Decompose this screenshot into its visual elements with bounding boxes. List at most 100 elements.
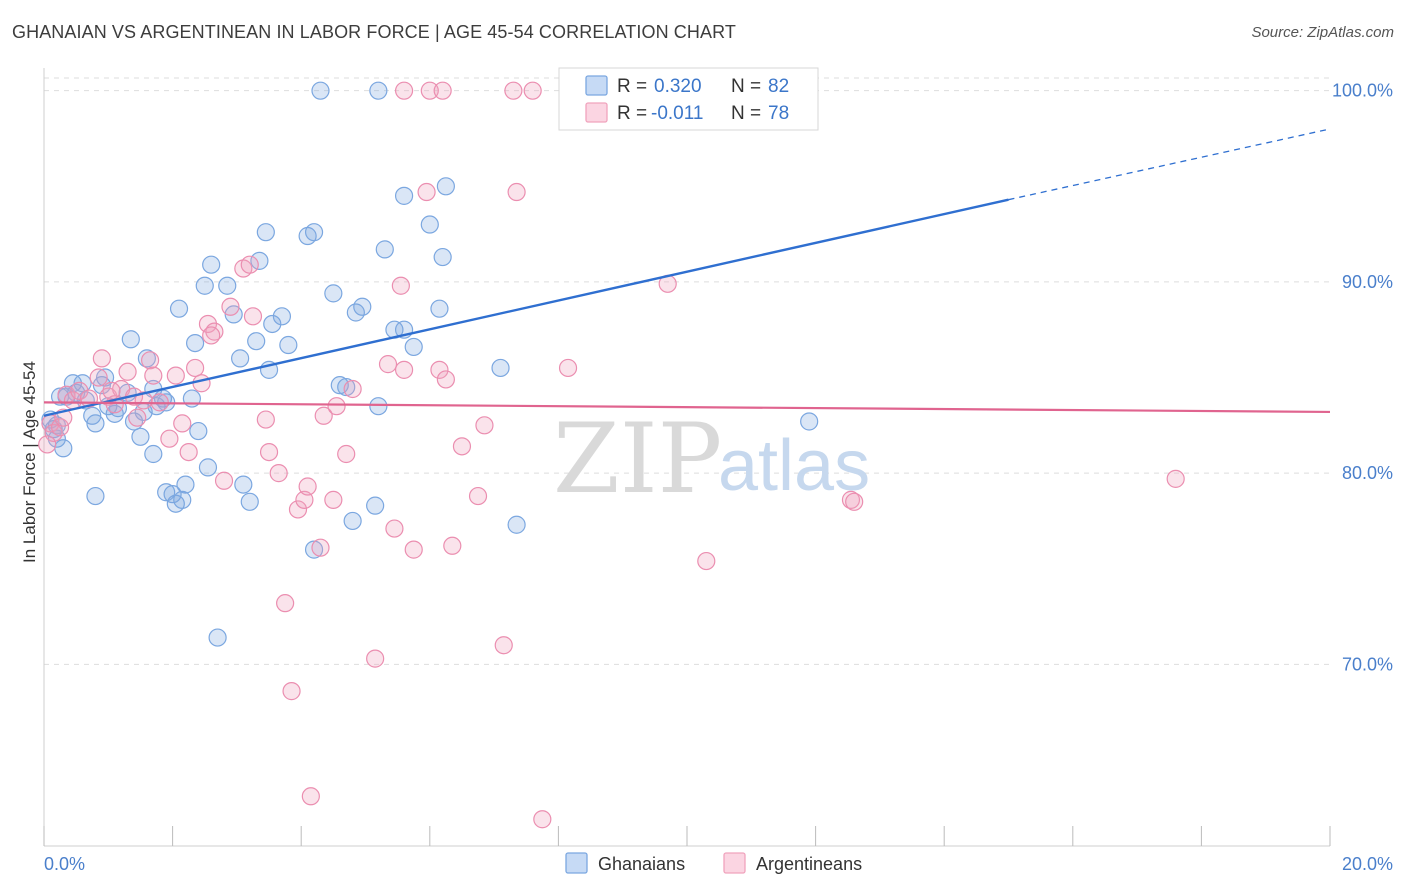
ghanaian-point-49 — [263, 314, 282, 334]
argentinean-point-58 — [494, 636, 513, 655]
legend-n-label-2: N = — [731, 103, 761, 124]
ghanaian-point-62 — [369, 397, 388, 416]
argentinean-point-70 — [504, 81, 523, 100]
argentinean-point-57 — [475, 416, 494, 435]
ghanaian-point-77 — [86, 486, 105, 506]
argentinean-point-72 — [38, 435, 57, 454]
bottom-legend-label-ghanaians: Ghanaians — [598, 854, 685, 874]
ghanaian-point-2 — [47, 429, 66, 448]
argentinean-point-30 — [240, 255, 259, 274]
argentinean-point-17 — [144, 366, 163, 385]
argentinean-point-46 — [378, 355, 398, 374]
argentinean-point-37 — [295, 490, 314, 509]
argentinean-point-22 — [179, 442, 198, 462]
ghanaian-point-57 — [337, 377, 356, 397]
ghanaian-point-61 — [366, 496, 385, 515]
argentinean-point-69 — [433, 81, 452, 100]
argentinean-point-52 — [430, 360, 449, 379]
ghanaian-point-3 — [54, 439, 73, 458]
watermark-atlas: atlas — [718, 426, 870, 506]
ghanaian-trend-line — [43, 198, 1009, 417]
bottom-legend: Ghanaians Argentineans — [565, 852, 862, 874]
argentinean-point-47 — [385, 519, 404, 538]
ghanaian-point-51 — [279, 335, 298, 355]
argentinean-point-36 — [288, 500, 308, 519]
legend-n-value-2: 78 — [768, 103, 789, 124]
ghanaian-point-70 — [433, 247, 452, 267]
ghanaian-point-36 — [195, 276, 214, 295]
ghanaian-point-44 — [240, 492, 259, 511]
argentinean-point-77 — [298, 477, 317, 496]
argentinean-point-75 — [202, 326, 221, 345]
ghanaian-trend-extension — [1008, 128, 1331, 201]
ghanaian-point-78 — [144, 444, 163, 464]
y-axis-label: In Labor Force | Age 45-54 — [20, 361, 39, 563]
argentinean-point-53 — [436, 370, 455, 389]
argentinean-point-59 — [507, 182, 526, 202]
y-tick-label-0: 70.0% — [1342, 654, 1393, 674]
argentinean-point-54 — [443, 536, 462, 555]
ghanaian-point-76 — [369, 81, 388, 100]
ghanaian-point-50 — [272, 307, 292, 326]
argentinean-point-8 — [92, 349, 111, 368]
stats-legend: R = 0.320 N = 82 R = -0.011 N = 78 — [558, 67, 819, 131]
ghanaian-point-16 — [105, 404, 124, 423]
argentinean-point-55 — [452, 437, 472, 456]
ghanaian-point-43 — [234, 475, 253, 494]
legend-r-label-1: R = — [617, 76, 647, 97]
argentinean-point-56 — [468, 486, 488, 506]
watermark-zip: ZIP — [553, 403, 722, 515]
grid-lines — [44, 77, 1330, 665]
argentinean-point-42 — [327, 397, 346, 416]
ghanaian-point-32 — [176, 475, 195, 494]
argentinean-point-66 — [1166, 469, 1185, 488]
argentinean-point-61 — [558, 358, 578, 378]
ghanaian-point-60 — [353, 297, 372, 316]
argentinean-point-15 — [134, 391, 153, 410]
argentinean-point-14 — [128, 408, 147, 427]
argentinean-point-74 — [102, 381, 121, 400]
legend-r-value-2: -0.011 — [651, 103, 703, 124]
ghanaian-point-63 — [375, 240, 394, 259]
ghanaian-point-12 — [86, 414, 105, 433]
ghanaian-point-31 — [173, 490, 192, 509]
argentinean-point-64 — [841, 490, 861, 509]
argentinean-point-41 — [324, 490, 343, 509]
argentinean-point-40 — [314, 406, 333, 425]
legend-r-value-1: 0.320 — [654, 76, 702, 97]
argentinean-point-35 — [282, 682, 301, 701]
bottom-legend-swatch-blue — [565, 852, 588, 874]
x-tick-max: 20.0% — [1342, 854, 1393, 874]
ghanaian-point-71 — [436, 177, 455, 196]
ghanaian-point-28 — [163, 485, 182, 504]
argentinean-point-5 — [70, 381, 89, 400]
ghanaian-point-74 — [800, 412, 819, 431]
ghanaian-point-79 — [157, 483, 176, 502]
argentinean-point-71 — [523, 81, 542, 100]
ghanaian-point-72 — [491, 358, 510, 378]
argentinean-point-20 — [166, 366, 185, 385]
argentinean-point-33 — [269, 464, 288, 483]
legend-n-value-1: 82 — [768, 76, 789, 97]
y-tick-label-1: 80.0% — [1342, 463, 1393, 483]
argentinean-point-76 — [243, 307, 263, 326]
ghanaian-point-42 — [231, 349, 250, 368]
ghanaian-point-21 — [131, 427, 150, 446]
argentinean-point-28 — [221, 297, 240, 316]
argentinean-point-50 — [404, 540, 423, 559]
argentinean-point-27 — [214, 471, 234, 490]
argentinean-point-24 — [192, 374, 211, 393]
argentinean-point-38 — [301, 787, 320, 806]
ghanaian-point-39 — [208, 628, 227, 647]
ghanaian-point-46 — [250, 251, 269, 270]
chart-title: GHANAIAN VS ARGENTINEAN IN LABOR FORCE |… — [12, 22, 736, 42]
argentinean-point-7 — [89, 368, 108, 387]
ghanaian-point-75 — [311, 81, 330, 100]
ghanaian-point-47 — [256, 223, 275, 242]
argentinean-point-19 — [160, 429, 179, 448]
y-tick-label-3: 100.0% — [1332, 81, 1393, 101]
trend-lines — [43, 128, 1331, 417]
argentinean-point-2 — [50, 418, 70, 437]
ghanaian-point-30 — [169, 299, 189, 318]
